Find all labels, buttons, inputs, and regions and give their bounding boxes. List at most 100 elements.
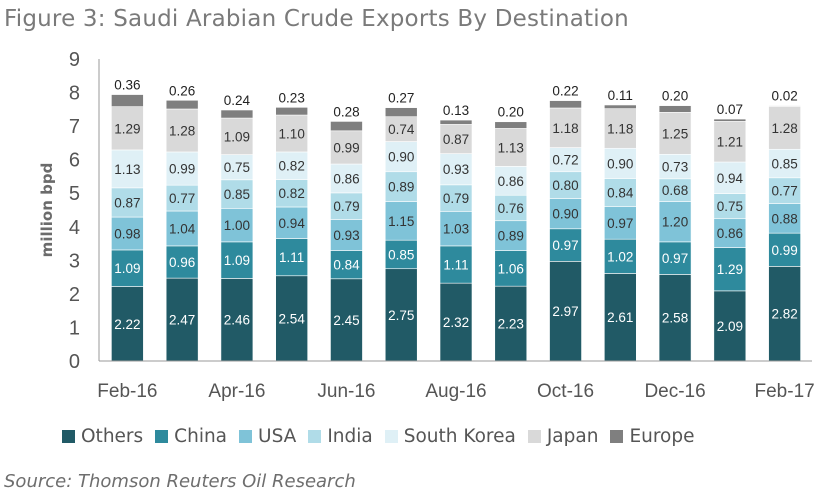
data-label: 0.28	[333, 104, 359, 119]
bar-segment-usa	[494, 220, 528, 251]
data-label: 0.82	[279, 159, 305, 174]
bar-segment-japan	[604, 108, 637, 149]
bar-segment-south-korea	[604, 147, 637, 179]
data-label: 2.09	[717, 319, 743, 334]
bar-segment-china	[604, 238, 637, 274]
data-label: 0.22	[552, 84, 578, 99]
data-label: 0.07	[717, 102, 743, 117]
data-label: 0.99	[169, 162, 195, 177]
data-label: 1.02	[607, 249, 633, 264]
bar-segment-usa	[439, 211, 473, 247]
legend-item-india: India	[308, 425, 373, 447]
bar-segment-usa	[275, 206, 308, 239]
bar-segment-japan	[165, 108, 199, 153]
legend-label: India	[327, 425, 373, 447]
data-label: 0.87	[114, 195, 140, 210]
data-label: 1.29	[114, 121, 140, 136]
data-label: 1.06	[498, 261, 524, 276]
data-label: 0.68	[662, 183, 688, 198]
bar-segment-india	[220, 179, 254, 209]
data-label: 0.84	[333, 258, 360, 273]
bar-segment-others	[165, 277, 199, 362]
bar-segment-japan	[549, 107, 582, 148]
x-tick-label: Apr-16	[208, 381, 265, 402]
legend-item-usa: USA	[239, 426, 296, 447]
data-label: 2.97	[552, 304, 578, 319]
bar-segment-china	[165, 245, 199, 279]
bar-segment-south-korea	[439, 153, 473, 186]
data-label: 0.77	[169, 191, 195, 206]
data-label: 0.24	[224, 93, 251, 108]
data-label: 0.96	[169, 255, 195, 270]
data-label: 0.74	[388, 122, 415, 137]
data-label: 2.82	[771, 307, 797, 322]
data-label: 0.97	[662, 251, 688, 266]
data-label: 0.89	[498, 229, 524, 244]
bar-segment-india	[111, 187, 144, 218]
bar-segment-europe	[384, 107, 418, 118]
data-label: 0.86	[498, 174, 524, 189]
data-label: 1.13	[114, 162, 140, 177]
data-label: 0.93	[333, 228, 359, 243]
source-note: Source: Thomson Reuters Oil Research	[4, 471, 356, 492]
data-label: 0.77	[771, 184, 797, 199]
data-label: 0.80	[552, 178, 578, 193]
y-tick-label: 9	[69, 49, 80, 71]
legend-item-others: Others	[62, 426, 143, 447]
legend-label: Others	[81, 425, 144, 447]
data-label: 0.23	[279, 90, 305, 105]
bar-segment-south-korea	[658, 153, 692, 180]
data-label: 0.90	[552, 207, 578, 222]
data-label: 0.36	[114, 78, 140, 93]
x-tick-label: Oct-16	[537, 381, 594, 402]
bars-group: 2.22 1.09 0.98 0.87 1.13 1.29 0.36 2.47 0.96 1.04…	[111, 78, 801, 362]
bar-segment-usa	[330, 219, 363, 251]
data-label: 2.22	[114, 317, 140, 332]
bar-segment-europe	[604, 104, 637, 109]
bar-segment-usa	[384, 201, 418, 241]
data-label: 0.84	[607, 186, 634, 201]
bar-segment-others	[658, 274, 692, 362]
legend-label: Japan	[546, 425, 599, 447]
y-axis-label-group: million bpd	[38, 163, 56, 258]
data-label: 2.46	[224, 313, 250, 328]
bar-segment-india	[330, 192, 363, 220]
legend-swatch	[527, 429, 541, 443]
legend-swatch	[62, 429, 75, 443]
bar-segment-others	[713, 290, 747, 362]
bar-segment-south-korea	[494, 166, 528, 196]
data-label: 1.29	[717, 262, 743, 277]
bar-segment-china	[330, 250, 363, 280]
bar-segment-japan	[384, 116, 418, 142]
bar-segment-japan	[111, 106, 144, 151]
data-label: 0.99	[771, 243, 797, 258]
legend-label: Europe	[629, 425, 695, 447]
data-label: 1.11	[443, 258, 468, 273]
data-label: 2.47	[169, 313, 195, 328]
bar-segment-china	[494, 250, 528, 287]
data-label: 2.58	[662, 311, 688, 326]
stacked-bar-chart: million bpd 0 1 2 3 4 5 6 7 8 9 2.22 1.09 0.98 0.87 1…	[38, 49, 815, 402]
bar-segment-others	[549, 261, 582, 362]
legend: Others China USA India South Korea Japan Europ…	[62, 424, 707, 448]
data-label: 1.03	[443, 222, 469, 237]
x-axis: Feb-16 Apr-16 Jun-16 Aug-16 Oct-16 Dec-16 Feb-…	[97, 360, 815, 402]
data-label: 0.13	[443, 103, 469, 118]
data-label: 0.97	[552, 238, 578, 253]
bar-segment-europe	[713, 118, 747, 122]
legend-label: China	[174, 425, 228, 447]
bar-segment-japan	[275, 114, 308, 153]
data-label: 1.09	[114, 261, 140, 276]
data-label: 0.86	[717, 226, 743, 241]
bar-segment-japan	[658, 112, 692, 155]
data-label: 1.13	[498, 140, 524, 155]
bar-segment-japan	[439, 124, 473, 154]
data-label: 0.94	[279, 216, 306, 231]
data-label: 1.15	[388, 214, 414, 229]
bar-segment-europe	[768, 105, 801, 107]
bar-segment-others	[439, 282, 473, 362]
data-label: 2.23	[498, 317, 524, 332]
data-label: 0.27	[388, 91, 414, 106]
data-label: 0.87	[443, 132, 469, 147]
legend-label: USA	[258, 425, 297, 447]
